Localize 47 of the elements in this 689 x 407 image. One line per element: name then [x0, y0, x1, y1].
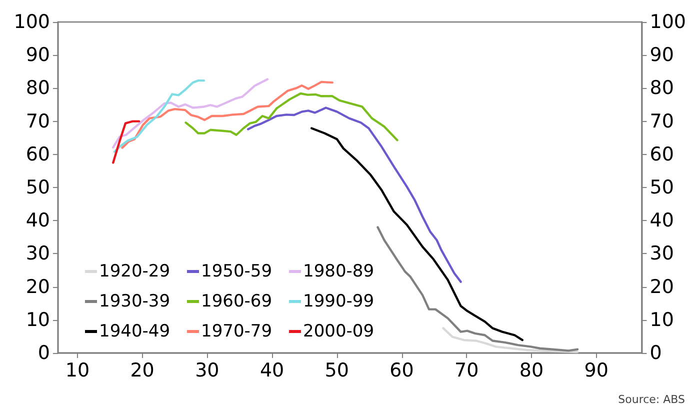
- y2-tick-label: 80: [650, 77, 674, 100]
- y2-tick-label: 100: [650, 11, 686, 33]
- x-tick-label: 40: [260, 360, 284, 382]
- y2-tick-label: 40: [650, 210, 674, 232]
- x-tick-label: 60: [390, 360, 414, 382]
- legend-label: 1980-89: [303, 262, 374, 282]
- legend-label: 1950-59: [201, 262, 272, 282]
- x-tick-label: 50: [324, 360, 349, 382]
- y-tick-label: 90: [26, 44, 50, 66]
- y-tick-label: 70: [26, 110, 50, 132]
- y2-tick-label: 90: [650, 44, 674, 66]
- y-tick-label: 10: [26, 308, 50, 331]
- legend-label: 1990-99: [303, 292, 374, 312]
- legend-label: 2000-09: [303, 322, 374, 342]
- y-tick-label: 0: [38, 342, 50, 364]
- line-series: [121, 80, 334, 149]
- line-series: [184, 92, 398, 142]
- line-series: [442, 327, 579, 354]
- x-tick-label: 90: [584, 360, 608, 382]
- y-tick-label: 40: [26, 210, 50, 232]
- y2-tick-label: 20: [650, 276, 674, 298]
- y-tick-label: 50: [26, 176, 50, 198]
- y2-tick-label: 10: [650, 308, 674, 331]
- line-series: [112, 120, 140, 164]
- source-note: Source: ABS: [618, 393, 686, 406]
- line-series: [112, 78, 269, 149]
- x-tick-label: 10: [65, 360, 90, 382]
- x-tick-label: 20: [130, 360, 154, 382]
- y-tick-label: 60: [26, 143, 50, 166]
- y-tick-label: 80: [26, 77, 50, 100]
- y-tick-label: 30: [26, 242, 50, 265]
- y2-tick-label: 50: [650, 176, 674, 198]
- line-series: [113, 79, 206, 153]
- y-tick-label: 20: [26, 276, 50, 298]
- legend-label: 1970-79: [201, 322, 272, 342]
- x-tick-label: 30: [195, 360, 220, 382]
- y2-tick-label: 0: [650, 342, 662, 364]
- legend-label: 1940-49: [99, 322, 170, 342]
- legend-label: 1960-69: [201, 292, 272, 312]
- y2-tick-label: 60: [650, 143, 674, 166]
- y2-tick-label: 70: [650, 110, 674, 132]
- y2-tick-label: 30: [650, 242, 674, 265]
- legend-label: 1930-39: [99, 292, 170, 312]
- x-tick-label: 80: [519, 360, 544, 382]
- legend-label: 1920-29: [99, 262, 170, 282]
- x-tick-label: 70: [454, 360, 479, 382]
- y-tick-label: 100: [14, 11, 50, 33]
